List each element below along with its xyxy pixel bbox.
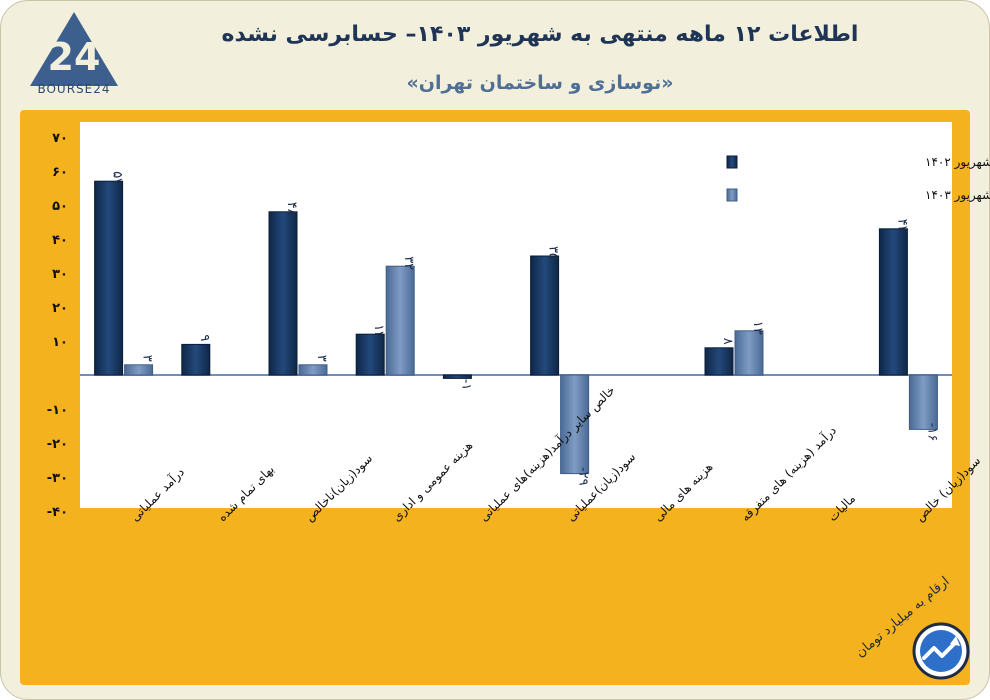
bar-s1-5 [530, 255, 560, 376]
legend-entry: عملکرد منتهی به شهریور ۱۴۰۳ [925, 188, 990, 203]
data-label: ۳ [314, 355, 329, 362]
category-label: درآمد (هزینه) های متفرقه [738, 423, 840, 525]
bar-s1-0 [94, 180, 124, 376]
category-label: درآمد عملیاتی [127, 464, 188, 525]
bar-s1-3 [355, 333, 385, 376]
data-label: ۱۲ [371, 324, 386, 338]
data-label: ۹ [197, 334, 212, 341]
category-label: هزینه عمومی و اداری [389, 438, 476, 525]
bar-s2-5 [560, 374, 590, 475]
chart-title: اطلاعات ۱۲ ماهه منتهی به شهریور ۱۴۰۳– حس… [221, 22, 859, 47]
data-label: -۱ [458, 379, 473, 391]
category-label: سود(زیان)ناخالص [302, 451, 376, 525]
data-label: ۴۳ [894, 219, 909, 233]
legend-entry: عملکرد منتهی به شهریور ۱۴۰۲ [925, 155, 990, 170]
bar-s1-2 [268, 211, 298, 376]
data-label: ۸ [720, 338, 735, 345]
trend-badge-icon [912, 622, 970, 680]
bar-s1-9 [878, 228, 908, 376]
data-label: -۲۹ [576, 467, 591, 486]
plot-area [80, 122, 952, 508]
data-label: -۱۶ [924, 423, 939, 442]
y-tick-label: -۱۰ [47, 403, 68, 418]
y-tick-label: ۶۰ [52, 165, 68, 180]
category-label: بهای تمام شده [215, 462, 277, 524]
svg-text:24: 24 [48, 35, 101, 79]
bar-s1-1 [181, 343, 211, 376]
y-tick-label: -۳۰ [47, 471, 68, 486]
y-tick-label: ۳۰ [52, 267, 68, 282]
bar-s2-2 [298, 364, 328, 376]
company-name: «نوسازی و ساختمان تهران» [406, 72, 674, 94]
data-label: ۳۲ [401, 256, 416, 270]
data-label: ۴۸ [284, 202, 299, 216]
y-tick-label: ۱۰ [52, 335, 68, 350]
category-label: هزینه های مالی [651, 460, 716, 525]
y-tick-label: ۵۰ [52, 199, 68, 214]
bar-s2-0 [124, 364, 154, 376]
data-label: ۵۷ [110, 171, 125, 185]
bar-s2-7 [734, 330, 764, 376]
bar-s2-9 [908, 374, 938, 430]
y-tick-label: ۲۰ [52, 301, 68, 316]
bourse24-logo: 24 [30, 12, 118, 86]
y-tick-label: -۲۰ [47, 437, 68, 452]
logo-text: BOURSE24 [37, 82, 111, 96]
y-tick-label: -۴۰ [47, 505, 68, 520]
data-label: ۳ [140, 355, 155, 362]
bar-s1-4 [442, 374, 472, 379]
legend-swatch [726, 155, 738, 169]
bar-s1-7 [704, 347, 734, 376]
category-label: مالیات [825, 491, 858, 524]
category-label: سود(زیان) خالص [913, 454, 984, 525]
legend-swatch [726, 188, 738, 202]
y-tick-label: ۴۰ [52, 233, 68, 248]
data-label: ۱۳ [750, 321, 765, 335]
category-label: خالص سایر درآمد(هزینه)های عملیاتی [476, 382, 619, 525]
y-tick-label: ۷۰ [52, 131, 68, 146]
data-label: ۳۵ [546, 246, 561, 260]
bar-s2-3 [385, 265, 415, 376]
